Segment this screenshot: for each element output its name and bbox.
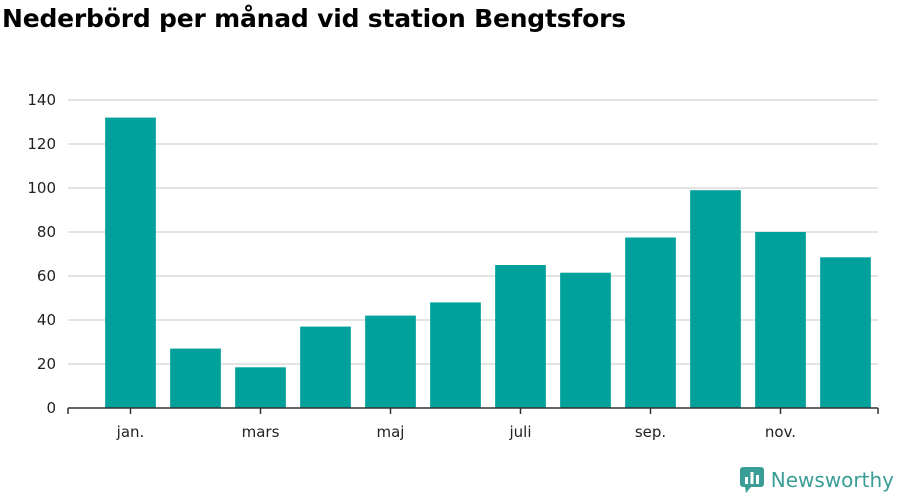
x-tick-label: nov. — [765, 423, 796, 441]
bars — [105, 117, 871, 408]
bar-mars — [235, 367, 286, 408]
bar-juni — [430, 302, 481, 408]
x-tick-label: maj — [377, 423, 405, 441]
bar-aug — [560, 272, 611, 408]
y-tick-label: 100 — [27, 179, 56, 197]
bar-okt — [690, 190, 741, 408]
y-tick-label: 20 — [37, 355, 56, 373]
x-tick-label: juli — [508, 423, 531, 441]
chart-title: Nederbörd per månad vid station Bengtsfo… — [2, 4, 626, 33]
x-tick-label: sep. — [635, 423, 666, 441]
bar-maj — [365, 315, 416, 408]
y-tick-label: 80 — [37, 223, 56, 241]
bar-nov — [755, 232, 806, 408]
bar-sep — [625, 237, 676, 408]
y-tick-label: 60 — [37, 267, 56, 285]
y-tick-label: 0 — [46, 399, 56, 417]
y-axis-ticks: 0 20 40 60 80 100 120 140 — [27, 91, 56, 417]
newsworthy-logo-icon — [739, 467, 764, 493]
x-tick-label: jan. — [116, 423, 145, 441]
newsworthy-logo-text: Newsworthy — [770, 468, 894, 492]
bar-dec — [820, 257, 871, 408]
x-tick-label: mars — [242, 423, 280, 441]
x-axis-ticks: jan. mars maj juli sep. nov. — [116, 408, 796, 441]
bar-feb — [170, 348, 221, 408]
y-tick-label: 140 — [27, 91, 56, 109]
bar-juli — [495, 265, 546, 408]
y-tick-label: 40 — [37, 311, 56, 329]
y-tick-label: 120 — [27, 135, 56, 153]
newsworthy-logo: Newsworthy — [739, 466, 894, 494]
axes — [67, 407, 879, 414]
bar-apr — [300, 326, 351, 408]
bar-jan — [105, 117, 156, 408]
